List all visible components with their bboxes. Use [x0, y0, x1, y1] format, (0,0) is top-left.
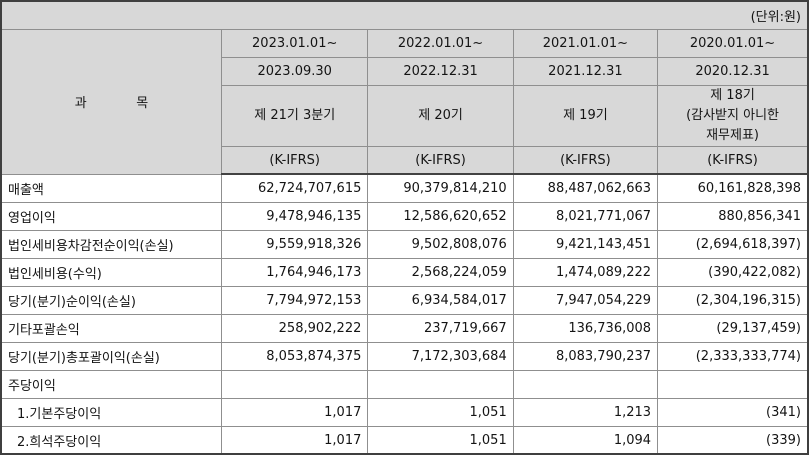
value-cell: (339): [657, 425, 809, 455]
value-cell: [657, 369, 809, 399]
value-cell: [221, 369, 369, 399]
row-label: 법인세비용(수익): [0, 257, 223, 287]
value-cell: 7,794,972,153: [221, 285, 369, 315]
value-cell: 9,421,143,451: [512, 229, 659, 259]
term-cell: 제 19기: [512, 84, 659, 147]
unit-label: (단위:원): [0, 0, 809, 30]
value-cell: (2,694,618,397): [657, 229, 809, 259]
period-end-cell: 2021.12.31: [512, 56, 659, 86]
value-cell: 7,947,054,229: [512, 285, 659, 315]
value-cell: 88,487,062,663: [512, 173, 659, 203]
accounting-standard-cell: (K-IFRS): [367, 145, 514, 176]
period-end-cell: 2022.12.31: [367, 56, 514, 86]
row-label: 법인세비용차감전순이익(손실): [0, 229, 223, 259]
value-cell: (341): [657, 397, 809, 427]
period-start-cell: 2023.01.01~: [221, 28, 369, 58]
table-row: 1.기본주당이익 1,017 1,051 1,213 (341): [0, 397, 809, 427]
table-row: 2.희석주당이익 1,017 1,051 1,094 (339): [0, 425, 809, 455]
value-cell: [367, 369, 514, 399]
value-cell: 880,856,341: [657, 201, 809, 231]
row-label: 기타포괄손익: [0, 313, 223, 343]
value-cell: 1,094: [512, 425, 659, 455]
value-cell: 60,161,828,398: [657, 173, 809, 203]
row-label: 주당이익: [0, 369, 223, 399]
term-row: 제 21기 3분기 제 20기 제 19기 제 18기 (감사받지 아니한 재무…: [1, 84, 809, 147]
value-cell: 8,053,874,375: [221, 341, 369, 371]
period-start-row: 과 목 2023.01.01~ 2022.01.01~ 2021.01.01~ …: [0, 28, 809, 175]
table-row: 당기(분기)순이익(손실) 7,794,972,153 6,934,584,01…: [0, 285, 809, 315]
value-cell: 1,017: [221, 397, 369, 427]
period-end-cell: 2023.09.30: [221, 56, 369, 86]
value-cell: 2,568,224,059: [367, 257, 514, 287]
period-start-cell: 2022.01.01~: [367, 28, 514, 58]
value-cell: 9,478,946,135: [221, 201, 369, 231]
value-cell: 237,719,667: [367, 313, 514, 343]
table-row: 법인세비용(수익) 1,764,946,173 2,568,224,059 1,…: [0, 257, 809, 287]
value-cell: 1,051: [367, 425, 514, 455]
term-cell: 제 18기 (감사받지 아니한 재무제표): [657, 84, 809, 147]
value-cell: 9,502,808,076: [367, 229, 514, 259]
row-label: 2.희석주당이익: [0, 425, 223, 455]
row-label: 당기(분기)순이익(손실): [0, 285, 223, 315]
table-row: 주당이익: [0, 369, 809, 399]
value-cell: [512, 369, 659, 399]
period-end-cell: 2020.12.31: [657, 56, 809, 86]
accounting-standard-row: (K-IFRS) (K-IFRS) (K-IFRS) (K-IFRS): [1, 145, 809, 176]
row-label: 영업이익: [0, 201, 223, 231]
value-cell: 1,213: [512, 397, 659, 427]
term-cell: 제 21기 3분기: [221, 84, 369, 147]
accounting-standard-cell: (K-IFRS): [221, 145, 369, 176]
value-cell: 7,172,303,684: [367, 341, 514, 371]
period-end-row: 2023.09.30 2022.12.31 2021.12.31 2020.12…: [1, 56, 809, 86]
value-cell: 9,559,918,326: [221, 229, 369, 259]
table-row: 법인세비용차감전순이익(손실) 9,559,918,326 9,502,808,…: [0, 229, 809, 259]
value-cell: 136,736,008: [512, 313, 659, 343]
period-start-cell: 2021.01.01~: [512, 28, 659, 58]
value-cell: 1,764,946,173: [221, 257, 369, 287]
accounting-standard-cell: (K-IFRS): [512, 145, 659, 176]
value-cell: 1,051: [367, 397, 514, 427]
financial-summary-table: (단위:원) 과 목 2023.01.01~ 2022.01.01~ 2021.…: [0, 0, 809, 456]
value-cell: 8,021,771,067: [512, 201, 659, 231]
value-cell: 1,474,089,222: [512, 257, 659, 287]
value-cell: 6,934,584,017: [367, 285, 514, 315]
value-cell: 62,724,707,615: [221, 173, 369, 203]
unit-row: (단위:원): [0, 0, 809, 30]
row-label: 당기(분기)총포괄이익(손실): [0, 341, 223, 371]
value-cell: (2,304,196,315): [657, 285, 809, 315]
accounting-standard-cell: (K-IFRS): [657, 145, 809, 176]
term-cell: 제 20기: [367, 84, 514, 147]
value-cell: 8,083,790,237: [512, 341, 659, 371]
value-cell: 90,379,814,210: [367, 173, 514, 203]
table-row: 기타포괄손익 258,902,222 237,719,667 136,736,0…: [0, 313, 809, 343]
table-row: 영업이익 9,478,946,135 12,586,620,652 8,021,…: [0, 201, 809, 231]
value-cell: 12,586,620,652: [367, 201, 514, 231]
table-row: 당기(분기)총포괄이익(손실) 8,053,874,375 7,172,303,…: [0, 341, 809, 371]
value-cell: (29,137,459): [657, 313, 809, 343]
period-start-cell: 2020.01.01~: [657, 28, 809, 58]
subject-header: 과 목: [0, 28, 223, 175]
value-cell: (2,333,333,774): [657, 341, 809, 371]
value-cell: (390,422,082): [657, 257, 809, 287]
value-cell: 258,902,222: [221, 313, 369, 343]
row-label: 매출액: [0, 173, 223, 203]
row-label: 1.기본주당이익: [0, 397, 223, 427]
value-cell: 1,017: [221, 425, 369, 455]
table-row: 매출액 62,724,707,615 90,379,814,210 88,487…: [0, 173, 809, 203]
